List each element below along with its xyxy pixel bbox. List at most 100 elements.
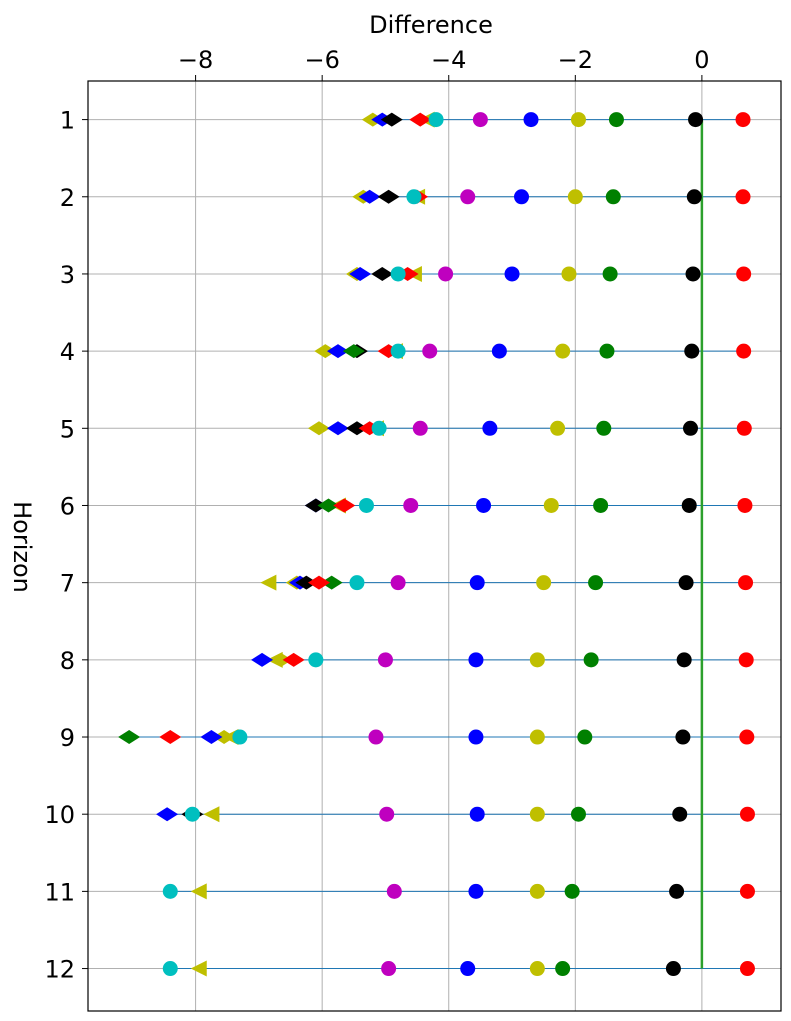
data-point <box>260 574 277 591</box>
data-point <box>596 420 612 436</box>
data-point <box>469 806 485 822</box>
data-point <box>737 497 753 513</box>
grid-layer <box>88 81 781 1011</box>
data-point <box>358 497 374 513</box>
data-point <box>412 420 428 436</box>
data-point <box>282 652 305 667</box>
data-point <box>304 498 327 513</box>
data-point <box>602 266 618 282</box>
data-point <box>529 729 545 745</box>
data-point <box>460 189 476 205</box>
data-point <box>529 961 545 977</box>
data-point <box>738 652 754 668</box>
data-point <box>342 344 365 359</box>
data-point <box>561 266 577 282</box>
data-point <box>681 497 697 513</box>
data-point <box>190 960 207 977</box>
data-point <box>605 189 621 205</box>
data-point <box>468 652 484 668</box>
data-point <box>736 266 752 282</box>
data-point <box>326 344 349 359</box>
data-point <box>349 266 372 281</box>
x-tick-label: 0 <box>694 46 709 74</box>
data-point <box>672 806 688 822</box>
data-point <box>476 497 492 513</box>
data-point <box>685 266 701 282</box>
data-point <box>406 189 422 205</box>
data-point <box>308 421 330 436</box>
data-point <box>379 806 395 822</box>
x-ticks: −8 −6 −4 −2 0 <box>178 46 710 81</box>
data-point <box>386 883 402 899</box>
data-point <box>468 729 484 745</box>
data-point <box>200 730 223 745</box>
y-tick-label: 10 <box>44 801 75 829</box>
data-point <box>676 652 692 668</box>
data-point <box>162 883 178 899</box>
data-point <box>409 112 432 127</box>
x-tick-label: −6 <box>304 46 339 74</box>
data-point <box>504 266 520 282</box>
x-tick-label: −2 <box>558 46 593 74</box>
data-point <box>469 575 485 591</box>
y-tick-label: 6 <box>60 492 75 520</box>
data-point <box>422 343 438 359</box>
data-point <box>588 575 604 591</box>
data-point <box>156 807 179 822</box>
data-point <box>570 112 586 128</box>
y-tick-label: 1 <box>60 107 75 135</box>
data-point <box>377 652 393 668</box>
data-point <box>320 575 343 590</box>
data-point <box>735 112 751 128</box>
data-point <box>678 575 694 591</box>
data-point <box>550 420 566 436</box>
data-point <box>326 421 349 436</box>
data-point <box>567 189 583 205</box>
data-point <box>308 652 324 668</box>
x-tick-label: −8 <box>178 46 213 74</box>
data-point <box>529 806 545 822</box>
range-lines <box>129 119 748 970</box>
data-point <box>523 112 539 128</box>
data-point <box>472 112 488 128</box>
data-point <box>570 806 586 822</box>
data-point <box>159 730 182 745</box>
data-point <box>162 961 178 977</box>
data-point <box>428 112 444 128</box>
data-point <box>349 575 365 591</box>
data-point <box>438 266 454 282</box>
data-point <box>468 883 484 899</box>
data-point <box>251 652 274 667</box>
data-point <box>675 729 691 745</box>
data-point <box>735 189 751 205</box>
data-point <box>184 806 200 822</box>
markers <box>118 111 755 977</box>
data-point <box>736 420 752 436</box>
data-point <box>345 421 368 436</box>
data-point <box>739 961 755 977</box>
data-point <box>555 343 571 359</box>
data-point <box>665 961 681 977</box>
y-tick-label: 11 <box>44 878 75 906</box>
data-point <box>543 497 559 513</box>
data-point <box>491 343 507 359</box>
y-tick-label: 9 <box>60 724 75 752</box>
data-point <box>368 729 384 745</box>
y-tick-label: 4 <box>60 338 75 366</box>
data-point <box>608 112 624 128</box>
y-tick-label: 5 <box>60 415 75 443</box>
data-point <box>270 652 293 667</box>
data-point <box>599 343 615 359</box>
data-point <box>583 652 599 668</box>
data-point <box>213 730 236 745</box>
data-point <box>460 961 476 977</box>
data-point <box>390 575 406 591</box>
data-point <box>577 729 593 745</box>
data-point <box>203 806 220 823</box>
plot-frame <box>87 80 782 1012</box>
data-point <box>739 729 755 745</box>
data-point <box>736 343 752 359</box>
y-axis-title: Horizon <box>8 501 36 593</box>
data-point <box>317 498 340 513</box>
